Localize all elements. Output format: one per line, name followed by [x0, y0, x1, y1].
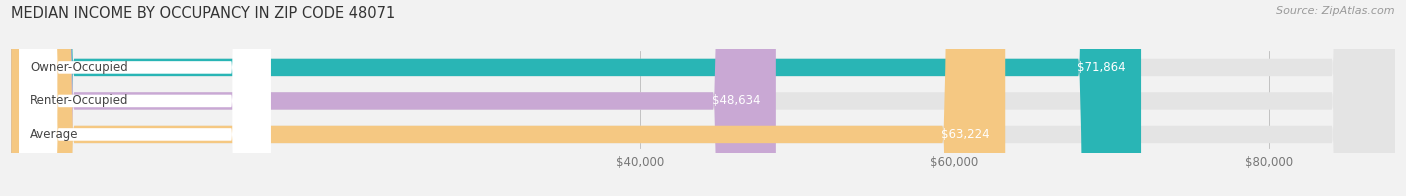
FancyBboxPatch shape — [11, 0, 1395, 196]
Text: $48,634: $48,634 — [711, 94, 761, 107]
FancyBboxPatch shape — [11, 0, 1142, 196]
FancyBboxPatch shape — [20, 0, 270, 196]
Text: Source: ZipAtlas.com: Source: ZipAtlas.com — [1277, 6, 1395, 16]
Text: $71,864: $71,864 — [1077, 61, 1125, 74]
FancyBboxPatch shape — [11, 0, 1395, 196]
Text: Average: Average — [30, 128, 79, 141]
FancyBboxPatch shape — [20, 0, 270, 196]
Text: MEDIAN INCOME BY OCCUPANCY IN ZIP CODE 48071: MEDIAN INCOME BY OCCUPANCY IN ZIP CODE 4… — [11, 6, 395, 21]
FancyBboxPatch shape — [20, 0, 270, 196]
FancyBboxPatch shape — [11, 0, 776, 196]
Text: Owner-Occupied: Owner-Occupied — [30, 61, 128, 74]
Text: Renter-Occupied: Renter-Occupied — [30, 94, 128, 107]
FancyBboxPatch shape — [11, 0, 1005, 196]
Text: $63,224: $63,224 — [941, 128, 990, 141]
FancyBboxPatch shape — [11, 0, 1395, 196]
